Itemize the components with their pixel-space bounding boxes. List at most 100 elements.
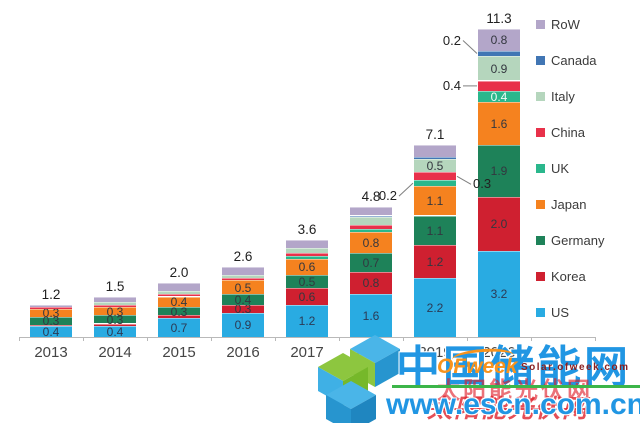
axis-tick <box>147 337 148 341</box>
bar-segment-japan-2018: 0.8 <box>350 231 392 254</box>
segment-value-label: 0.7 <box>170 321 188 336</box>
axis-tick <box>467 337 468 341</box>
bar-segment-us-2015: 0.7 <box>158 318 200 337</box>
segment-value-label: 0.7 <box>362 256 380 271</box>
bar-segment-korea-2016: 0.3 <box>222 302 264 317</box>
bar-total-2015: 2.0 <box>169 265 189 280</box>
segment-value-label: 0.9 <box>490 61 508 76</box>
segment-value-label: 0.4 <box>170 295 188 310</box>
legend-label: UK <box>551 161 570 176</box>
segment-value-label: 0.3 <box>42 306 60 321</box>
legend-swatch-icon <box>536 200 545 209</box>
legend-item-korea: Korea <box>536 270 604 283</box>
bar-segment-japan-2016: 0.5 <box>222 280 264 294</box>
bar-segment-japan-2013: 0.3 <box>30 306 72 321</box>
bar-segment-row-2019 <box>414 145 456 158</box>
watermark-site-url: www.escn.com.cn <box>386 388 640 421</box>
segment-value-label: 0.9 <box>234 318 252 333</box>
segment-value-label: 0.3 <box>106 304 124 319</box>
legend-item-japan: Japan <box>536 198 604 211</box>
legend-item-canada: Canada <box>536 54 604 67</box>
legend: RoW Canada Italy China UK Japan Germany Korea US <box>536 18 604 342</box>
segment-value-label: 2.2 <box>426 300 444 315</box>
bar-segment-us-2013: 0.4 <box>30 325 72 340</box>
segment-value-label: 1.1 <box>426 223 444 238</box>
legend-item-uk: UK <box>536 162 604 175</box>
bar-segment-row-2013 <box>30 304 72 308</box>
bar-segment-uk-2020: 0.4 <box>478 90 520 105</box>
axis-tick <box>595 337 596 341</box>
bar-segment-us-2017: 1.2 <box>286 304 328 337</box>
bar-segment-canada-2020 <box>478 50 520 57</box>
segment-value-label: 0.5 <box>234 280 252 295</box>
bar-segment-china-2018 <box>350 224 392 229</box>
segment-value-label: 0.8 <box>362 235 380 250</box>
legend-swatch-icon <box>536 56 545 65</box>
bar-segment-japan-2020: 1.6 <box>478 102 520 146</box>
legend-swatch-icon <box>536 164 545 173</box>
legend-label: Germany <box>551 233 605 248</box>
legend-item-germany: Germany <box>536 234 604 247</box>
escn-cubes-logo <box>314 331 414 423</box>
bar-segment-us-2016: 0.9 <box>222 312 264 337</box>
x-tick-label-2014: 2014 <box>98 344 132 361</box>
axis-tick <box>339 337 340 341</box>
legend-label: China <box>551 125 585 140</box>
watermark-ofweek-site-name-2: 太阳能光伏网 <box>427 395 590 423</box>
bar-segment-uk-2018 <box>350 229 392 232</box>
bar-segment-italy-2019: 0.5 <box>414 158 456 173</box>
bar-segment-korea-2014 <box>94 323 136 327</box>
bar-total-2014: 1.5 <box>105 278 125 294</box>
segment-value-label: 0.4 <box>490 90 508 105</box>
legend-item-us: US <box>536 306 604 319</box>
watermark-ofweek-domain: Solar.ofweek.com <box>521 362 630 373</box>
segment-value-label: 1.1 <box>426 194 444 209</box>
callout-label-china-2020: 0.4 <box>442 77 461 93</box>
legend-label: Japan <box>551 197 587 212</box>
legend-label: Canada <box>551 53 597 68</box>
bar-segment-china-2014 <box>94 304 136 308</box>
axis-tick <box>403 337 404 341</box>
bar-segment-korea-2019: 1.2 <box>414 245 456 278</box>
x-tick-label-2020: 2020 <box>482 344 516 361</box>
axis-tick <box>275 337 276 341</box>
legend-swatch-icon <box>536 92 545 101</box>
legend-swatch-icon <box>536 20 545 29</box>
bar-segment-germany-2019: 1.1 <box>414 215 456 246</box>
bar-segment-italy-2018 <box>350 216 392 225</box>
bar-segment-china-2017 <box>286 253 328 256</box>
segment-value-label: 0.5 <box>298 275 316 290</box>
segment-value-label: 1.6 <box>362 308 380 323</box>
bar-segment-italy-2016 <box>222 274 264 278</box>
legend-item-china: China <box>536 126 604 139</box>
axis-tick <box>19 337 20 341</box>
bar-segment-uk-2017 <box>286 256 328 259</box>
legend-item-row: RoW <box>536 18 604 31</box>
bar-segment-china-2020 <box>478 80 520 92</box>
bar-segment-us-2018: 1.6 <box>350 293 392 337</box>
bar-segment-us-2014: 0.4 <box>94 326 136 338</box>
segment-value-label: 0.3 <box>170 304 188 319</box>
legend-label: Italy <box>551 89 575 104</box>
segment-value-label: 1.9 <box>490 164 508 179</box>
bar-segment-korea-2020: 2.0 <box>478 196 520 251</box>
watermark-divider <box>392 385 640 388</box>
segment-value-label: 1.2 <box>426 254 444 269</box>
segment-value-label: 0.6 <box>298 260 316 275</box>
bar-segment-canada-2018 <box>350 215 392 217</box>
bar-segment-us-2020: 3.2 <box>478 250 520 337</box>
bar-segment-germany-2014: 0.3 <box>94 314 136 326</box>
x-tick-label-2015: 2015 <box>162 344 196 361</box>
segment-value-label: 0.3 <box>234 302 252 317</box>
segment-value-label: 0.4 <box>234 292 252 307</box>
bar-segment-row-2018 <box>350 207 392 216</box>
bar-segment-italy-2015 <box>158 291 200 294</box>
bar-segment-row-2017 <box>286 239 328 248</box>
segment-value-label: 0.4 <box>42 325 60 340</box>
bar-segment-korea-2017: 0.6 <box>286 288 328 305</box>
legend-label: RoW <box>551 17 580 32</box>
cube-logo-icon <box>318 335 400 423</box>
bar-segment-japan-2019: 1.1 <box>414 185 456 216</box>
